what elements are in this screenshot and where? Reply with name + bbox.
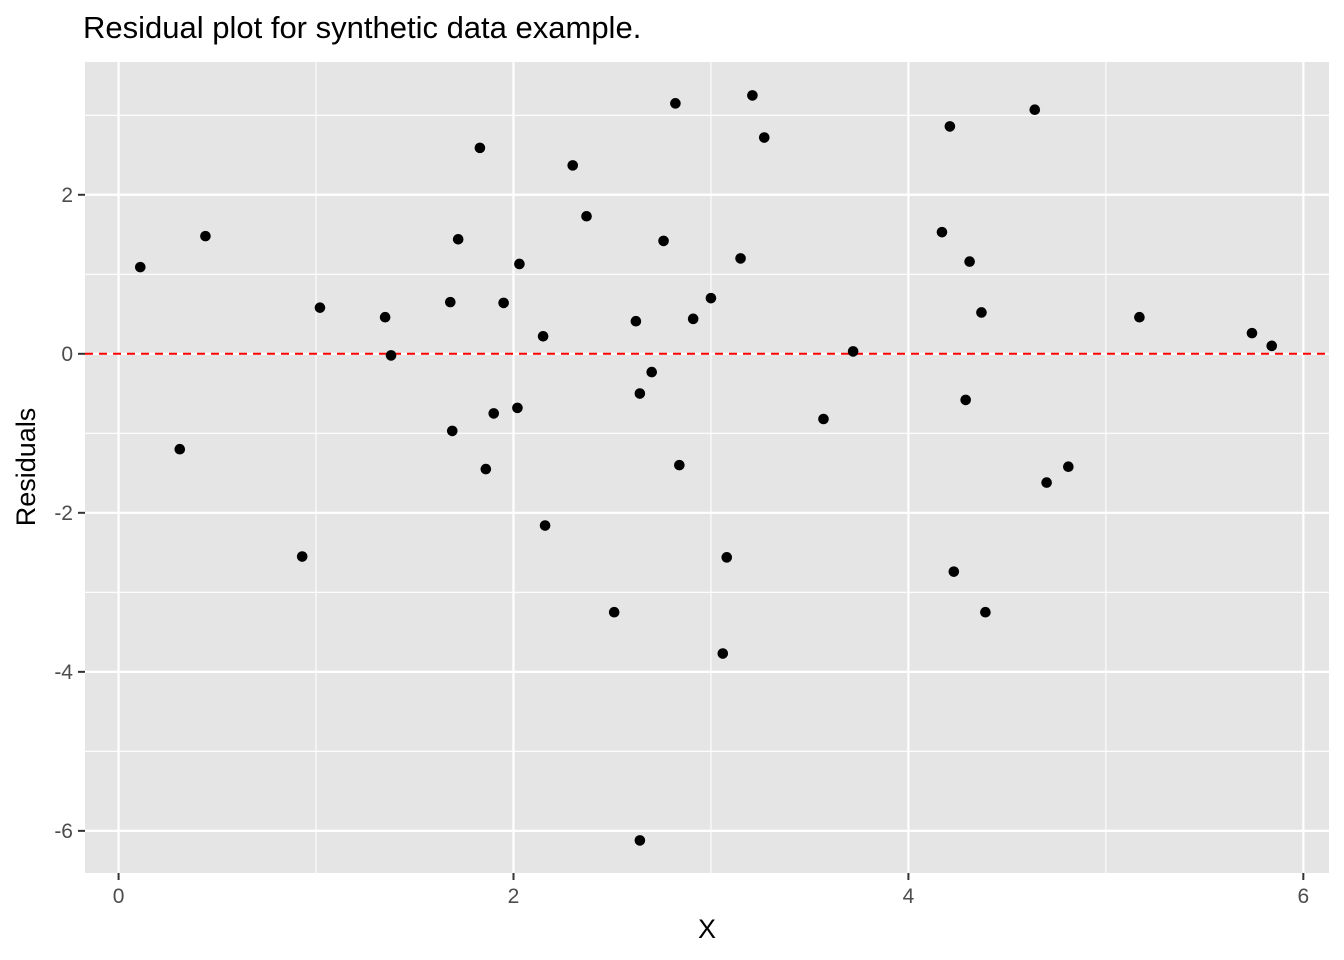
data-point	[385, 350, 397, 361]
x-axis: 0 2 4 6	[113, 873, 1309, 908]
data-point	[658, 235, 669, 247]
data-point	[446, 425, 458, 437]
data-point	[608, 606, 620, 618]
data-point	[498, 297, 509, 309]
data-point	[964, 256, 975, 267]
data-point	[134, 261, 146, 273]
chart-title: Residual plot for synthetic data example…	[83, 10, 641, 45]
data-points	[134, 90, 1278, 846]
y-tick-label: -4	[54, 661, 73, 684]
data-point	[976, 307, 987, 318]
data-point	[488, 408, 500, 419]
data-point	[948, 566, 960, 577]
major-gridlines	[85, 62, 1329, 873]
y-axis-title: Residuals	[11, 408, 41, 527]
y-tick-label: 0	[61, 343, 73, 366]
data-point	[512, 402, 523, 414]
data-point	[944, 121, 956, 132]
data-point	[314, 302, 326, 313]
data-point	[200, 230, 211, 242]
data-point	[1029, 104, 1041, 116]
data-point	[514, 258, 525, 270]
data-point	[452, 234, 464, 245]
y-tick-label: -2	[54, 502, 73, 525]
x-tick-label: 6	[1297, 885, 1309, 908]
data-point	[480, 463, 492, 475]
data-point	[630, 315, 642, 327]
x-tick-label: 2	[508, 885, 520, 908]
y-axis: -6 -4 -2 0 2	[54, 184, 85, 843]
data-point	[847, 346, 859, 357]
data-point	[646, 366, 658, 378]
data-point	[721, 552, 733, 563]
data-point	[1063, 461, 1074, 473]
data-point	[581, 210, 592, 222]
data-point	[717, 648, 729, 659]
data-point	[735, 253, 746, 264]
data-point	[758, 132, 770, 143]
data-point	[537, 331, 549, 342]
data-point	[379, 311, 391, 323]
data-point	[474, 142, 486, 154]
x-tick-label: 4	[903, 885, 915, 908]
y-tick-label: -6	[54, 820, 73, 843]
x-tick-label: 0	[113, 885, 125, 908]
data-point	[296, 551, 308, 562]
data-point	[818, 413, 829, 425]
data-point	[747, 90, 758, 101]
data-point	[1041, 477, 1052, 488]
x-axis-title: X	[698, 914, 716, 944]
data-point	[174, 443, 186, 455]
plot-panel	[85, 62, 1329, 873]
data-point	[1246, 327, 1258, 339]
data-point	[980, 606, 991, 618]
data-point	[1266, 340, 1278, 352]
data-point	[674, 459, 685, 471]
y-tick-label: 2	[61, 184, 73, 207]
minor-gridlines	[85, 62, 1329, 873]
data-point	[936, 226, 948, 238]
data-point	[539, 520, 551, 531]
data-point	[634, 388, 646, 399]
data-point	[634, 835, 646, 846]
data-point	[687, 313, 699, 325]
data-point	[445, 296, 456, 308]
data-point	[567, 160, 579, 171]
data-point	[705, 292, 717, 304]
data-point	[670, 98, 681, 109]
data-point	[1134, 311, 1145, 323]
data-point	[960, 394, 971, 406]
